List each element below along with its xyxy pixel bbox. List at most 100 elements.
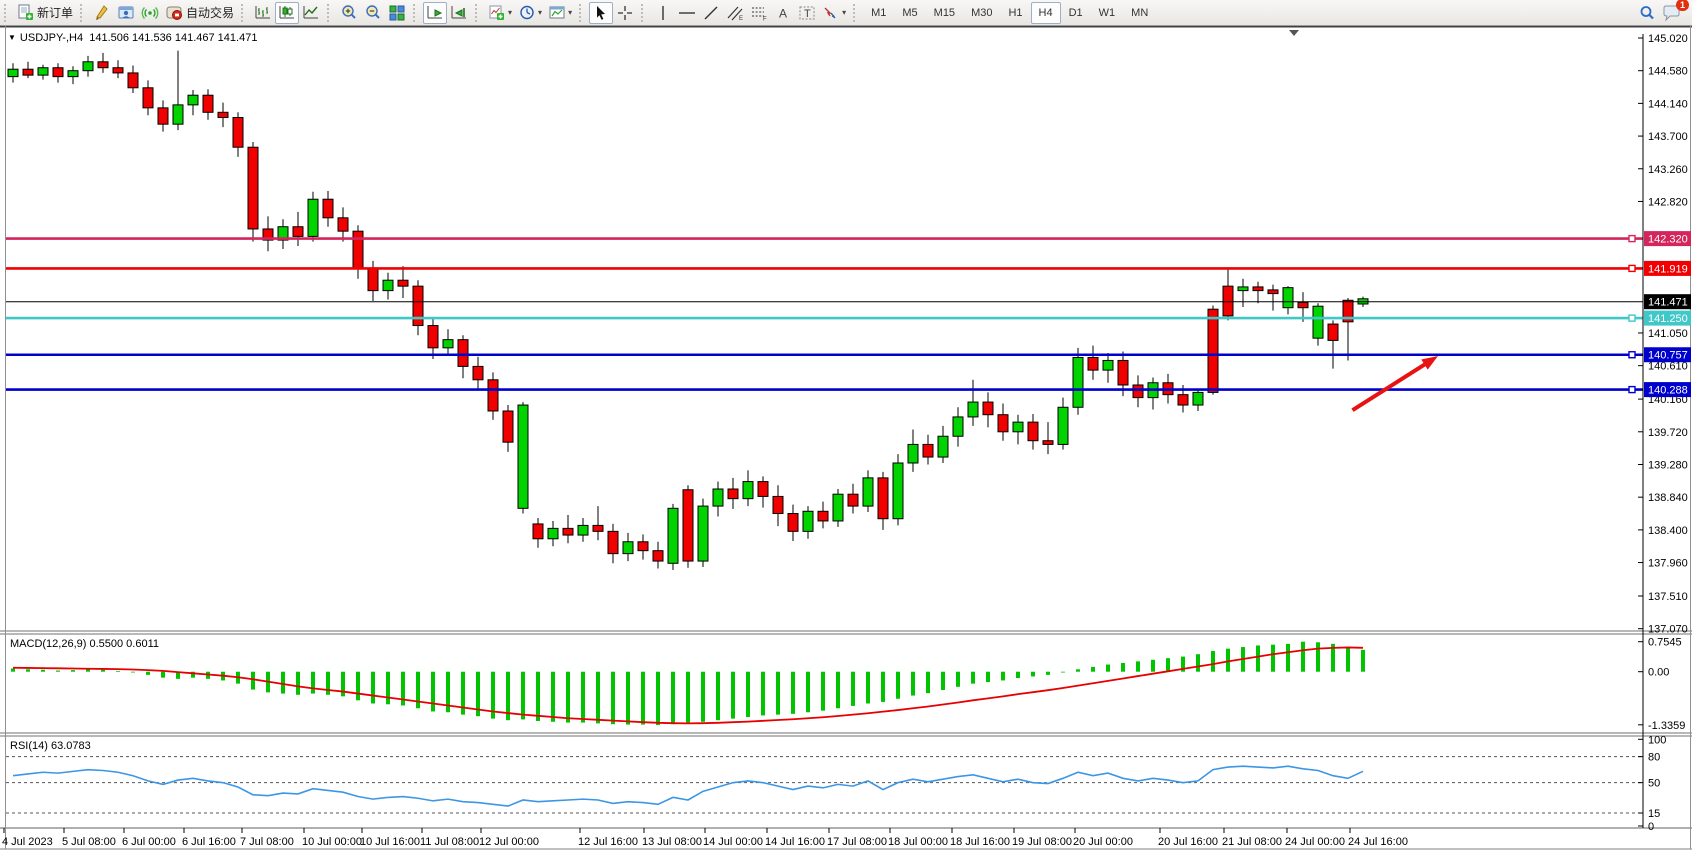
candle-body[interactable]	[1117, 359, 1129, 386]
timeframe-m5-button[interactable]: M5	[902, 6, 918, 19]
line-anchor-handle[interactable]	[1628, 385, 1636, 394]
candle-body[interactable]	[1297, 302, 1309, 309]
candle-body[interactable]	[442, 339, 454, 349]
candle-body[interactable]	[52, 67, 64, 78]
timeframe-w1-button[interactable]: W1	[1098, 6, 1116, 19]
channel-tool-button[interactable]: E	[723, 2, 747, 24]
candle-body[interactable]	[7, 68, 19, 78]
candle-body[interactable]	[1072, 356, 1084, 408]
candle-body[interactable]	[187, 94, 199, 106]
candlestick-chart-button[interactable]	[275, 1, 300, 24]
candle-body[interactable]	[232, 117, 244, 148]
candle-body[interactable]	[127, 72, 139, 89]
candle-body[interactable]	[742, 481, 754, 500]
candle-body[interactable]	[1327, 323, 1339, 341]
zoom-in-button[interactable]	[337, 2, 361, 24]
candle-body[interactable]	[622, 541, 634, 555]
candle-body[interactable]	[157, 107, 169, 125]
candle-body[interactable]	[1312, 305, 1324, 339]
candle-body[interactable]	[337, 217, 349, 232]
candle-body[interactable]	[1222, 285, 1234, 317]
tile-windows-button[interactable]	[385, 2, 409, 24]
candle-body[interactable]	[667, 507, 679, 564]
text-tool-button[interactable]: A	[771, 2, 795, 24]
candlesticks[interactable]	[7, 50, 1369, 570]
candle-body[interactable]	[592, 524, 604, 532]
candle-body[interactable]	[1237, 286, 1249, 292]
timeframe-m30-button[interactable]: M30	[971, 6, 993, 19]
metaeditor-button[interactable]	[90, 2, 114, 24]
candle-body[interactable]	[487, 379, 499, 412]
candle-body[interactable]	[262, 228, 274, 241]
candle-body[interactable]	[457, 339, 469, 367]
rsi-pane[interactable]	[6, 738, 1643, 827]
candle-body[interactable]	[112, 67, 124, 74]
fibonacci-tool-button[interactable]: F	[747, 2, 771, 24]
candle-body[interactable]	[877, 477, 889, 520]
candle-body[interactable]	[577, 524, 589, 536]
candle-body[interactable]	[652, 550, 664, 562]
candle-body[interactable]	[1102, 359, 1114, 371]
candle-body[interactable]	[787, 513, 799, 532]
candle-body[interactable]	[967, 401, 979, 418]
crosshair-tool-button[interactable]	[613, 2, 637, 24]
candle-body[interactable]	[1192, 391, 1204, 406]
candle-body[interactable]	[517, 404, 529, 509]
candle-body[interactable]	[922, 443, 934, 458]
candle-body[interactable]	[862, 477, 874, 507]
periods-button[interactable]: ▾	[515, 2, 545, 24]
candle-body[interactable]	[142, 87, 154, 109]
horizontal-line-tool-button[interactable]	[675, 2, 699, 24]
candle-body[interactable]	[697, 505, 709, 562]
candle-body[interactable]	[562, 527, 574, 536]
candle-body[interactable]	[397, 279, 409, 287]
candle-body[interactable]	[937, 435, 949, 458]
candle-body[interactable]	[757, 481, 769, 497]
vertical-line-tool-button[interactable]	[651, 2, 675, 24]
terminal-panel-button[interactable]	[114, 2, 138, 24]
text-label-tool-button[interactable]: T	[795, 2, 819, 24]
candle-body[interactable]	[277, 226, 289, 241]
candle-body[interactable]	[1207, 308, 1219, 393]
candle-body[interactable]	[892, 462, 904, 520]
candle-body[interactable]	[472, 365, 484, 381]
line-anchor-handle[interactable]	[1628, 351, 1636, 359]
macd-indicator-label[interactable]: MACD(12,26,9) 0.5500 0.6011	[10, 638, 159, 650]
chart-shift-marker[interactable]	[1289, 30, 1299, 36]
candle-body[interactable]	[1042, 440, 1054, 445]
candle-body[interactable]	[172, 104, 184, 125]
timeframe-d1-button[interactable]: D1	[1068, 6, 1083, 19]
candle-body[interactable]	[352, 230, 364, 269]
candle-body[interactable]	[1012, 421, 1024, 433]
notifications-button[interactable]: 1	[1659, 0, 1689, 24]
timeframe-m1-button[interactable]: M1	[871, 6, 887, 19]
autotrading-button[interactable]: 自动交易	[162, 2, 237, 24]
candle-body[interactable]	[22, 68, 34, 76]
candle-body[interactable]	[1057, 406, 1069, 445]
candle-body[interactable]	[217, 111, 229, 119]
candle-body[interactable]	[712, 488, 724, 507]
candle-body[interactable]	[1282, 287, 1294, 309]
templates-button[interactable]: ▾	[545, 2, 575, 24]
candle-body[interactable]	[247, 146, 259, 230]
candle-body[interactable]	[82, 61, 94, 72]
candle-body[interactable]	[322, 198, 334, 219]
timeframe-mn-button[interactable]: MN	[1131, 6, 1149, 19]
candle-body[interactable]	[637, 541, 649, 552]
search-button[interactable]	[1635, 2, 1659, 24]
candle-body[interactable]	[1252, 286, 1264, 292]
trend-arrow-annotation[interactable]	[1351, 356, 1439, 412]
trendline-tool-button[interactable]	[699, 2, 723, 24]
candle-body[interactable]	[532, 523, 544, 540]
timeframe-m15-button[interactable]: M15	[933, 6, 956, 19]
new-order-button[interactable]: 新订单	[14, 2, 76, 24]
candle-body[interactable]	[547, 527, 559, 540]
candle-body[interactable]	[1087, 356, 1099, 371]
chart-title[interactable]: ▼ USDJPY-,H4 141.506 141.536 141.467 141.…	[8, 32, 257, 44]
candle-body[interactable]	[427, 325, 439, 349]
candle-body[interactable]	[97, 61, 109, 69]
cursor-tool-button[interactable]	[589, 1, 614, 24]
candle-body[interactable]	[847, 493, 859, 507]
candle-body[interactable]	[982, 401, 994, 416]
timeframe-h4-button[interactable]: H4	[1030, 1, 1061, 24]
